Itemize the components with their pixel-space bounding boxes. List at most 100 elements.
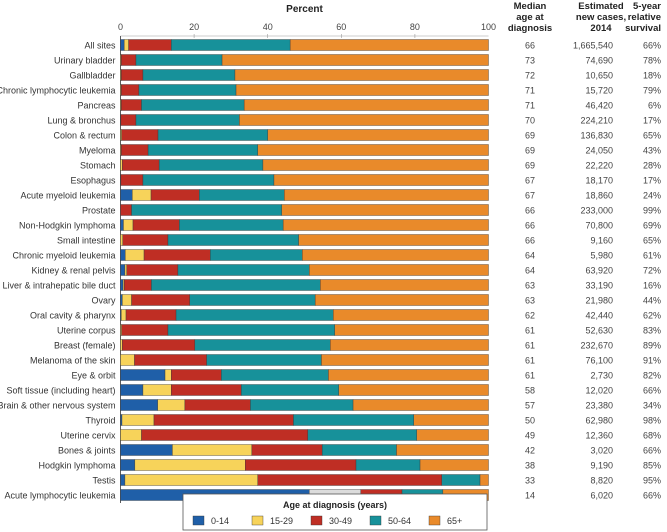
row-label: Chronic lymphocytic leukemia xyxy=(0,86,116,96)
bar-segment-15-29 xyxy=(124,264,127,276)
legend-swatch xyxy=(192,515,205,526)
new-cases: 33,190 xyxy=(585,281,613,291)
bar-segment-0-14 xyxy=(120,249,126,261)
row-label: Eye & orbit xyxy=(71,371,116,381)
median-age: 66 xyxy=(525,221,535,231)
bar-segment-15-29 xyxy=(124,474,258,486)
bar-segment-65+ xyxy=(333,309,489,321)
new-cases: 3,020 xyxy=(590,446,613,456)
new-cases: 9,160 xyxy=(590,236,613,246)
column-header: diagnosis xyxy=(508,23,552,34)
bar-segment-50-64 xyxy=(293,414,414,426)
bar-segment-0-14 xyxy=(120,414,123,426)
survival: 83% xyxy=(643,326,661,336)
x-tick-label: 80 xyxy=(410,22,420,32)
bar-segment-0-14 xyxy=(120,369,166,381)
bar-segment-30-49 xyxy=(122,234,169,246)
bar-segment-30-49 xyxy=(143,249,211,261)
column-header: 5-year xyxy=(633,1,661,12)
survival: 16% xyxy=(643,281,661,291)
column-header: 2014 xyxy=(590,23,612,34)
row-label: Stomach xyxy=(80,161,116,171)
row-label: Prostate xyxy=(82,206,116,216)
new-cases: 9,190 xyxy=(590,461,613,471)
median-age: 42 xyxy=(525,446,535,456)
bar-segment-30-49 xyxy=(251,444,323,456)
bar-segment-30-49 xyxy=(121,69,144,81)
median-age: 67 xyxy=(525,191,535,201)
bar-segment-65+ xyxy=(221,54,489,66)
bar-segment-0-14 xyxy=(120,384,144,396)
row-label: Colon & rectum xyxy=(53,131,115,141)
bar-segment-65+ xyxy=(239,114,489,126)
bar-segment-15-29 xyxy=(121,414,155,426)
legend-label: 0-14 xyxy=(211,516,229,526)
bar-segment-15-29 xyxy=(120,159,123,171)
legend-label: 30-49 xyxy=(329,516,352,526)
bar-segment-15-29 xyxy=(120,339,123,351)
bar-segment-30-49 xyxy=(171,369,222,381)
bar-segment-30-49 xyxy=(121,324,169,336)
survival: 99% xyxy=(643,206,661,216)
bar-segment-50-64 xyxy=(250,399,354,411)
row-label: Brain & other nervous system xyxy=(0,401,116,411)
row-label: Pancreas xyxy=(77,101,116,111)
bar-segment-65+ xyxy=(314,294,489,306)
column-header: new cases, xyxy=(576,12,626,23)
row-label: All sites xyxy=(84,41,116,51)
bar-segment-15-29 xyxy=(157,399,186,411)
legend-title: Age at diagnosis (years) xyxy=(283,500,387,510)
row-label: Urinary bladder xyxy=(54,56,116,66)
bar-segment-15-29 xyxy=(172,444,253,456)
bar-segment-50-64 xyxy=(179,219,284,231)
column-header: Median xyxy=(514,1,547,12)
bar-segment-50-64 xyxy=(151,279,321,291)
survival: 17% xyxy=(643,116,661,126)
survival: 65% xyxy=(643,131,661,141)
row-label: Gallbladder xyxy=(69,71,115,81)
row-label: Testis xyxy=(92,476,116,486)
bar-segment-0-14 xyxy=(120,399,158,411)
bar-segment-50-64 xyxy=(138,84,237,96)
median-age: 71 xyxy=(525,101,535,111)
new-cases: 233,000 xyxy=(580,206,613,216)
row-label: Chronic myeloid leukemia xyxy=(12,251,115,261)
survival: 91% xyxy=(643,356,661,366)
bar-segment-30-49 xyxy=(134,354,207,366)
survival: 98% xyxy=(643,416,661,426)
bar-segment-65+ xyxy=(479,474,489,486)
bar-segment-15-29 xyxy=(125,249,145,261)
median-age: 66 xyxy=(525,236,535,246)
bar-segment-30-49 xyxy=(121,144,149,156)
bar-segment-0-14 xyxy=(120,474,126,486)
bar-segment-50-64 xyxy=(135,114,240,126)
survival: 66% xyxy=(643,386,661,396)
survival: 34% xyxy=(643,401,661,411)
row-label: Bones & joints xyxy=(58,446,116,456)
legend-swatch xyxy=(251,515,264,526)
bar-segment-50-64 xyxy=(206,354,322,366)
median-age: 50 xyxy=(525,416,535,426)
bar-segment-50-64 xyxy=(141,99,245,111)
column-header: relative xyxy=(628,12,661,23)
column-header: age at xyxy=(516,12,544,23)
survival: 95% xyxy=(643,476,661,486)
row-label: Thyroid xyxy=(85,416,115,426)
bar-segment-50-64 xyxy=(355,459,421,471)
bar-segment-65+ xyxy=(334,324,489,336)
row-label: Liver & intrahepatic bile duct xyxy=(2,281,116,291)
bar-segment-65+ xyxy=(330,339,489,351)
bar-segment-65+ xyxy=(243,99,489,111)
bar-segment-65+ xyxy=(257,144,489,156)
new-cases: 6,020 xyxy=(590,491,613,501)
bar-segment-30-49 xyxy=(120,204,132,216)
new-cases: 46,420 xyxy=(585,101,613,111)
bar-segment-30-49 xyxy=(131,294,190,306)
new-cases: 10,650 xyxy=(585,71,613,81)
bar-segment-15-29 xyxy=(122,294,132,306)
new-cases: 8,820 xyxy=(590,476,613,486)
new-cases: 70,800 xyxy=(585,221,613,231)
new-cases: 136,830 xyxy=(580,131,613,141)
survival: 69% xyxy=(643,221,661,231)
